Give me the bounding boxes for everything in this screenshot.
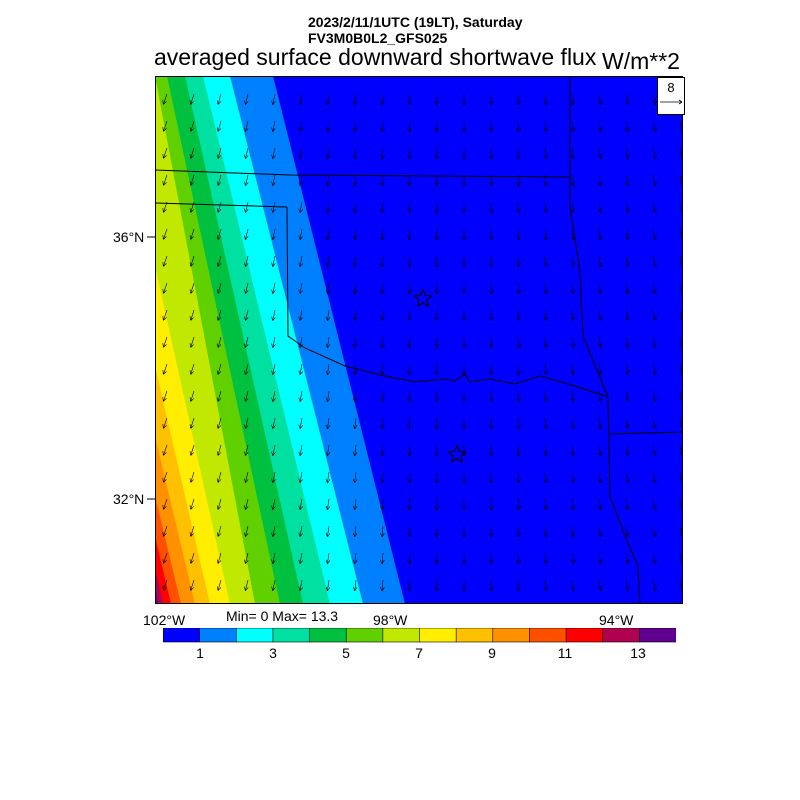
colorbar-swatch — [420, 628, 457, 642]
colorbar-swatch — [200, 628, 237, 642]
colorbar-swatch — [639, 628, 676, 642]
colorbar-swatch — [493, 628, 530, 642]
colorbar-swatch — [566, 628, 603, 642]
min-max-stats: Min= 0 Max= 13.3 — [226, 608, 338, 624]
lat-tick-marks — [147, 236, 157, 506]
colorbar-swatch — [236, 628, 273, 642]
colorbar-swatch — [603, 628, 640, 642]
lon-tick-label: 98°W — [373, 612, 407, 628]
colorbar-swatch — [346, 628, 383, 642]
colorbar-labels: 1 3 5 7 9 11 13 — [163, 645, 676, 665]
lon-tick-label: 102°W — [143, 612, 185, 628]
colorbar-label: 11 — [550, 645, 580, 661]
colorbar-swatch — [273, 628, 310, 642]
colorbar-label: 3 — [258, 645, 288, 661]
units-label: W/m**2 — [602, 48, 680, 75]
lon-tick-label: 94°W — [599, 612, 633, 628]
colorbar — [163, 628, 676, 644]
colorbar-label: 7 — [404, 645, 434, 661]
reference-vector-label: 8 — [658, 80, 684, 95]
colorbar-label: 13 — [623, 645, 653, 661]
reference-vector-arrow — [658, 95, 684, 109]
colorbar-swatch — [529, 628, 566, 642]
colorbar-label: 9 — [477, 645, 507, 661]
map-title: averaged surface downward shortwave flux — [154, 44, 596, 71]
valid-time-label: 2023/2/11/1UTC (19LT), Saturday — [308, 14, 523, 30]
colorbar-swatch — [456, 628, 493, 642]
colorbar-swatch — [383, 628, 420, 642]
reference-vector-box: 8 — [657, 77, 685, 115]
colorbar-swatch — [163, 628, 200, 642]
colorbar-label: 5 — [331, 645, 361, 661]
colorbar-label: 1 — [185, 645, 215, 661]
colorbar-swatch — [310, 628, 347, 642]
lat-tick-label: 32°N — [113, 491, 144, 507]
lat-tick-label: 36°N — [113, 229, 144, 245]
flux-field — [155, 76, 683, 604]
map-plot — [155, 76, 683, 604]
